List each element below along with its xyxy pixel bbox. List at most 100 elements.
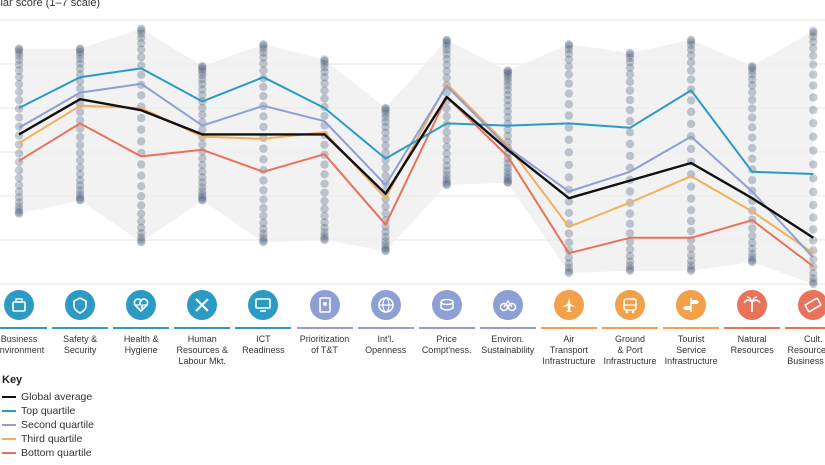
country-dot	[809, 277, 818, 287]
country-dot	[503, 177, 512, 187]
country-dot	[564, 197, 574, 206]
pillar-underline	[174, 327, 231, 329]
key-swatch	[2, 424, 16, 426]
country-dot	[75, 59, 85, 68]
country-dot	[686, 58, 696, 67]
pillar-underline	[357, 327, 414, 329]
country-dot	[503, 167, 512, 177]
country-dot	[748, 87, 757, 97]
country-dot	[259, 229, 268, 239]
country-dot	[442, 135, 451, 144]
country-dot	[442, 155, 451, 165]
key-item: Second quartile	[2, 418, 94, 432]
country-dot	[137, 233, 146, 242]
pillar-label: ICT Readiness	[242, 334, 285, 355]
country-dot	[137, 29, 146, 38]
country-dot	[809, 269, 818, 278]
country-dot	[564, 238, 574, 247]
country-dot	[748, 75, 757, 84]
country-dot	[686, 75, 696, 84]
country-dot	[442, 54, 451, 64]
country-dot	[381, 148, 390, 157]
country-dot	[259, 203, 268, 213]
country-dot	[564, 40, 574, 49]
series-line-global-average	[18, 95, 814, 239]
country-dot	[503, 67, 512, 76]
country-dot	[564, 268, 574, 278]
country-dot	[198, 187, 207, 196]
country-dot	[75, 45, 85, 55]
country-dot	[198, 167, 207, 176]
country-dot	[809, 213, 818, 222]
country-dot	[75, 192, 85, 202]
country-dot	[748, 244, 757, 253]
country-dot	[198, 85, 207, 94]
country-dot	[564, 89, 574, 98]
country-dot	[198, 79, 207, 89]
country-dot	[809, 255, 818, 264]
country-dot	[748, 81, 757, 90]
country-dot	[442, 60, 451, 70]
country-dot	[75, 170, 85, 179]
country-dot	[381, 117, 390, 127]
country-dot	[381, 240, 390, 250]
country-dot	[809, 146, 818, 155]
country-dot	[259, 195, 268, 204]
key-swatch	[2, 438, 16, 440]
country-dot	[75, 54, 85, 64]
country-dot	[14, 209, 24, 218]
country-dot	[686, 266, 696, 275]
country-dot	[442, 180, 451, 190]
pillar-underline	[113, 327, 170, 329]
country-dot	[442, 45, 451, 54]
country-dot	[748, 95, 757, 105]
country-dot	[137, 238, 146, 247]
key-label: Global average	[21, 391, 93, 403]
country-dot	[75, 44, 85, 53]
country-dot	[503, 95, 512, 105]
country-dot	[75, 194, 85, 204]
pillar-label: Human Resources & Labour Mkt.	[176, 334, 229, 366]
country-dot	[503, 176, 512, 185]
country-dot	[809, 70, 818, 79]
country-dot	[198, 110, 207, 120]
country-dot	[14, 198, 24, 207]
country-dot	[748, 113, 757, 122]
pillar-label: Ground & Port Infrastructure	[603, 334, 657, 366]
country-dot	[381, 163, 390, 172]
country-dot	[14, 180, 24, 190]
country-dot	[320, 196, 329, 206]
country-dot	[625, 264, 635, 274]
country-dot	[14, 202, 24, 211]
country-dot	[442, 171, 451, 180]
pillar-label: Safety & Security	[63, 334, 98, 355]
country-dot	[320, 231, 329, 241]
country-dot	[381, 107, 390, 116]
country-dot	[748, 104, 757, 113]
country-dot	[625, 151, 635, 161]
country-dot	[686, 144, 696, 154]
country-dot	[748, 224, 757, 233]
country-dot	[686, 96, 696, 105]
country-dot	[809, 225, 818, 234]
country-dot	[564, 148, 574, 157]
country-dot	[198, 61, 207, 71]
country-dot	[809, 187, 818, 197]
country-dot	[320, 188, 329, 197]
country-dot	[564, 259, 574, 268]
country-dot	[137, 125, 146, 134]
country-dot	[503, 81, 512, 90]
country-dot	[503, 77, 512, 86]
series-line-second-quartile	[18, 82, 815, 259]
country-dot	[809, 174, 818, 183]
country-dot	[320, 235, 329, 245]
key-title: Key	[2, 374, 23, 386]
country-dot	[442, 142, 451, 152]
country-dot	[259, 66, 268, 75]
country-dot	[259, 133, 268, 142]
country-dot	[198, 67, 207, 77]
country-dot	[748, 238, 757, 248]
country-dot	[259, 91, 268, 101]
key-label: Second quartile	[21, 419, 94, 431]
